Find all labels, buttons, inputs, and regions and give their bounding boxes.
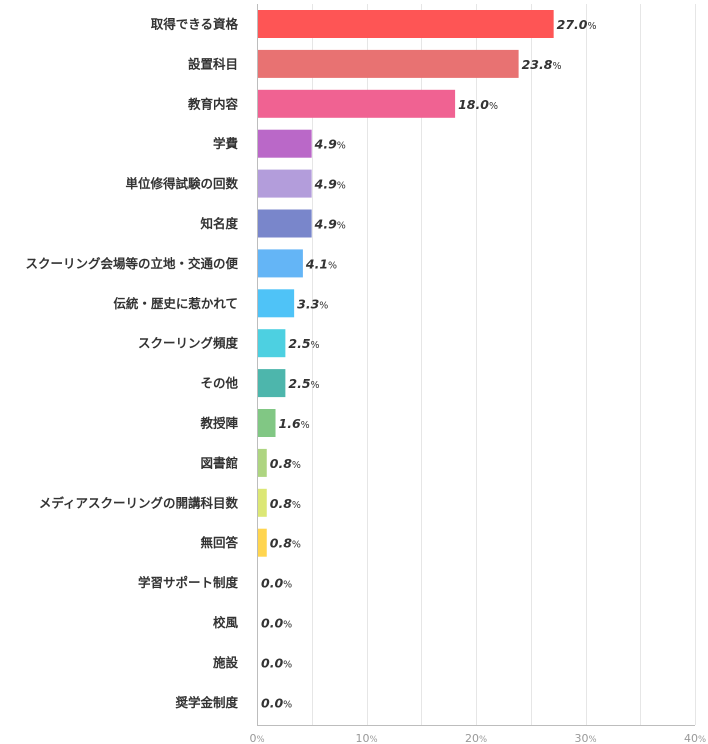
value-label: 4.1% <box>305 256 337 271</box>
category-label: スクーリング頻度 <box>138 336 239 351</box>
bar <box>258 369 286 398</box>
bar <box>258 249 303 278</box>
category-labels: 取得できる資格設置科目教育内容学費単位修得試験の回数知名度スクーリング会場等の立… <box>25 17 238 710</box>
category-label: 教授陣 <box>199 416 238 431</box>
value-unit: % <box>292 540 301 551</box>
x-tick-unit: % <box>698 735 706 744</box>
value-label: 0.0% <box>261 655 292 670</box>
bar <box>258 448 267 477</box>
bar <box>258 129 312 158</box>
x-tick-label: 40% <box>684 732 706 744</box>
value-unit: % <box>283 620 292 631</box>
category-label: その他 <box>200 376 238 391</box>
value-label: 2.5% <box>288 336 319 351</box>
value-label: 0.0% <box>261 616 292 631</box>
category-label: 取得できる資格 <box>151 17 239 32</box>
value-label: 0.8% <box>270 456 301 471</box>
bar <box>258 289 295 318</box>
value-label: 4.9% <box>314 177 346 192</box>
bar <box>258 329 286 358</box>
bar <box>258 169 312 198</box>
category-label: 奨学金制度 <box>174 695 238 710</box>
x-tick-label: 0% <box>249 732 264 744</box>
x-tick-unit: % <box>588 735 596 744</box>
value-label: 1.6% <box>279 416 310 431</box>
value-unit: % <box>319 300 328 311</box>
value-unit: % <box>337 181 346 192</box>
value-unit: % <box>301 420 310 431</box>
value-label: 0.0% <box>261 576 292 591</box>
value-label: 0.8% <box>270 536 301 551</box>
category-label: 校風 <box>213 615 239 630</box>
value-label: 2.5% <box>288 376 319 391</box>
bar <box>258 10 554 38</box>
value-label: 23.8% <box>522 57 562 72</box>
value-unit: % <box>311 340 320 351</box>
bar <box>258 209 312 238</box>
category-label: メディアスクーリングの開講科目数 <box>39 495 239 510</box>
bar <box>258 89 456 118</box>
bar <box>258 409 276 437</box>
x-tick-unit: % <box>479 735 487 744</box>
x-axis-tick-labels: 0% 10% 20% 30% 40% <box>249 732 706 744</box>
category-label: スクーリング会場等の立地・交通の便 <box>25 256 238 271</box>
bar <box>258 488 267 517</box>
value-labels: 27.0% 23.8% 18.0% 4.9% 4.9% 4.9% 4.1% 3.3% 2.5% 2… <box>261 17 597 710</box>
value-label: 0.0% <box>261 695 292 710</box>
category-label: 学習サポート制度 <box>138 575 239 590</box>
value-unit: % <box>552 61 561 72</box>
category-label: 教育内容 <box>187 96 239 111</box>
value-unit: % <box>587 21 596 32</box>
value-unit: % <box>292 500 301 511</box>
value-unit: % <box>489 101 498 112</box>
value-unit: % <box>328 260 337 271</box>
bars <box>258 10 554 557</box>
x-tick-label: 30% <box>574 732 596 744</box>
value-label: 18.0% <box>458 97 498 112</box>
category-label: 知名度 <box>199 216 238 231</box>
category-label: 設置科目 <box>188 56 238 71</box>
value-label: 4.9% <box>314 137 346 152</box>
bar <box>258 49 519 78</box>
category-label: 施設 <box>213 655 239 670</box>
x-tick-label: 10% <box>355 732 377 744</box>
value-unit: % <box>283 580 292 591</box>
value-label: 0.8% <box>270 496 301 511</box>
x-tick-label: 20% <box>465 732 487 744</box>
value-unit: % <box>283 699 292 710</box>
category-label: 単位修得試験の回数 <box>125 176 238 191</box>
value-label: 27.0% <box>557 17 597 32</box>
x-tick-unit: % <box>369 735 377 744</box>
value-unit: % <box>292 460 301 471</box>
x-tick-unit: % <box>256 735 264 744</box>
value-unit: % <box>311 380 320 391</box>
category-label: 学費 <box>213 136 239 151</box>
value-unit: % <box>283 659 292 670</box>
value-unit: % <box>337 221 346 232</box>
category-label: 図書館 <box>200 455 238 470</box>
category-label: 無回答 <box>200 535 238 550</box>
bar <box>258 528 267 557</box>
category-label: 伝統・歴史に惹かれて <box>113 296 238 311</box>
grid-lines <box>312 4 696 725</box>
value-label: 4.9% <box>314 217 346 232</box>
value-unit: % <box>337 141 346 152</box>
value-label: 3.3% <box>297 296 328 311</box>
